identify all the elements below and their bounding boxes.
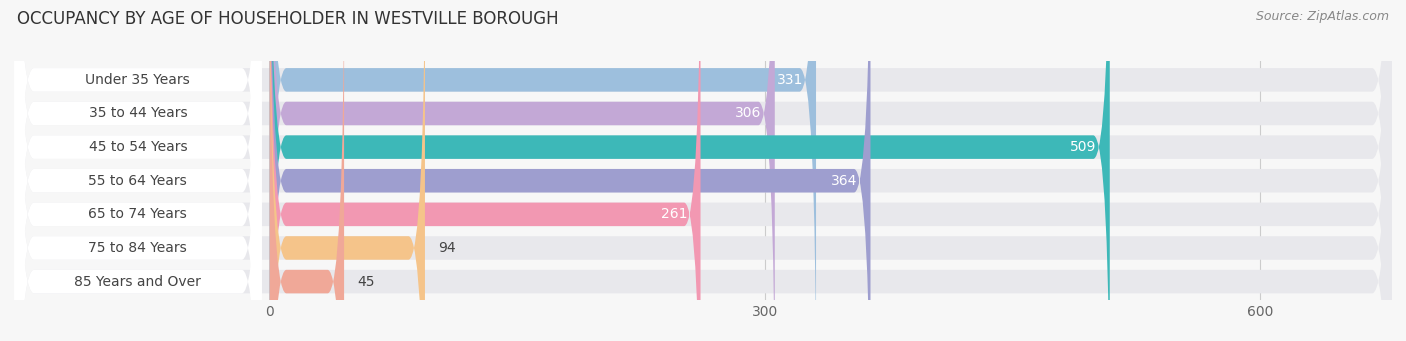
Text: 65 to 74 Years: 65 to 74 Years [89, 207, 187, 221]
Text: 35 to 44 Years: 35 to 44 Years [89, 106, 187, 120]
Text: 364: 364 [831, 174, 858, 188]
Text: 45 to 54 Years: 45 to 54 Years [89, 140, 187, 154]
Text: Under 35 Years: Under 35 Years [86, 73, 190, 87]
Text: 331: 331 [776, 73, 803, 87]
FancyBboxPatch shape [270, 0, 870, 341]
Text: 45: 45 [357, 275, 375, 288]
FancyBboxPatch shape [14, 0, 262, 341]
FancyBboxPatch shape [14, 0, 1392, 341]
Text: 261: 261 [661, 207, 688, 221]
FancyBboxPatch shape [14, 0, 262, 341]
FancyBboxPatch shape [270, 0, 775, 341]
FancyBboxPatch shape [270, 0, 700, 341]
FancyBboxPatch shape [14, 0, 262, 341]
Text: Source: ZipAtlas.com: Source: ZipAtlas.com [1256, 10, 1389, 23]
Text: 55 to 64 Years: 55 to 64 Years [89, 174, 187, 188]
FancyBboxPatch shape [270, 0, 344, 341]
FancyBboxPatch shape [14, 0, 262, 341]
Text: 75 to 84 Years: 75 to 84 Years [89, 241, 187, 255]
Text: OCCUPANCY BY AGE OF HOUSEHOLDER IN WESTVILLE BOROUGH: OCCUPANCY BY AGE OF HOUSEHOLDER IN WESTV… [17, 10, 558, 28]
FancyBboxPatch shape [270, 0, 425, 341]
Text: 509: 509 [1070, 140, 1097, 154]
FancyBboxPatch shape [14, 0, 1392, 341]
Text: 94: 94 [439, 241, 456, 255]
FancyBboxPatch shape [14, 0, 1392, 341]
FancyBboxPatch shape [14, 0, 262, 341]
FancyBboxPatch shape [14, 0, 1392, 341]
FancyBboxPatch shape [14, 0, 262, 341]
FancyBboxPatch shape [14, 0, 1392, 341]
FancyBboxPatch shape [14, 0, 1392, 341]
FancyBboxPatch shape [14, 0, 262, 341]
FancyBboxPatch shape [14, 0, 1392, 341]
FancyBboxPatch shape [270, 0, 1109, 341]
FancyBboxPatch shape [270, 0, 815, 341]
Text: 306: 306 [735, 106, 762, 120]
Text: 85 Years and Over: 85 Years and Over [75, 275, 201, 288]
